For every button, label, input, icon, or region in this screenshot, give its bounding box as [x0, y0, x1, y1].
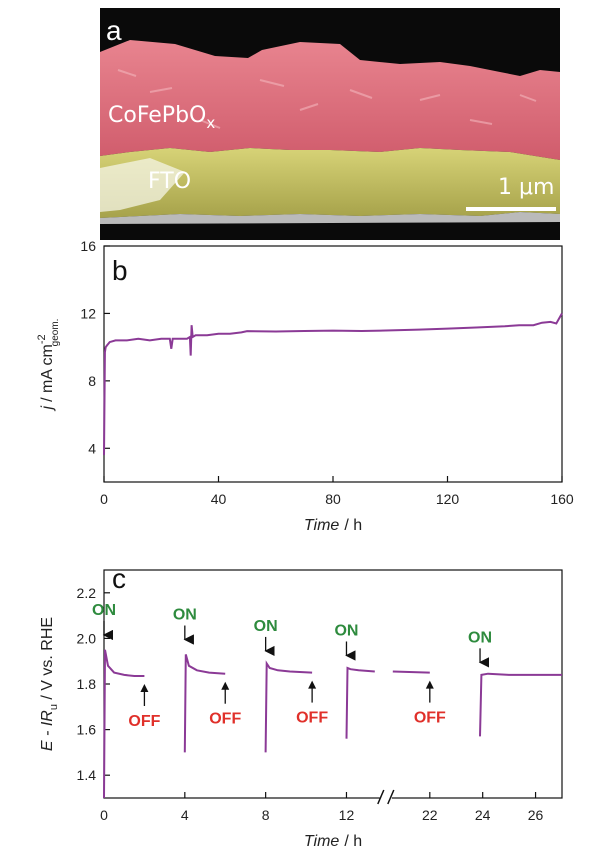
- panel-c-annotations: ON ON ON ON ON OFF OFF OFF OFF: [92, 602, 492, 730]
- panel-c-series-segment: [345, 666, 375, 739]
- panel-c-series-segment: [392, 670, 430, 674]
- on-label: ON: [173, 607, 197, 624]
- panel-c-x-tick-label: 12: [339, 807, 355, 823]
- on-label: ON: [468, 629, 492, 646]
- cofepbox-label: CoFePbOx: [108, 103, 215, 132]
- substrate-edge: [100, 212, 560, 224]
- panel-c-y-tick-label: 2.0: [77, 630, 97, 646]
- panel-c-series: [103, 649, 562, 799]
- fto-layer: [100, 148, 560, 218]
- panel-c-series-segment: [479, 672, 562, 737]
- off-label: OFF: [414, 710, 446, 727]
- panel-c-series-segment: [183, 654, 226, 753]
- on-label: ON: [92, 602, 116, 619]
- panel-b-y-tick-label: 8: [88, 373, 96, 389]
- sem-image: a CoFePbOx FTO 1 μm: [100, 8, 560, 240]
- panel-b-y-axis-title: j/ mA cm-2 geom.: [36, 319, 61, 412]
- off-arrow-head: [140, 684, 149, 692]
- panel-c-series-segment: [264, 660, 313, 753]
- cofepbox-layer: [100, 40, 560, 160]
- axis-break-mark: [377, 789, 395, 806]
- on-label: ON: [254, 618, 278, 635]
- panel-b-series-line: [103, 312, 563, 456]
- panel-b-letter: b: [112, 255, 128, 286]
- panel-c-chart: 0 4 8 12 22 24 26 1.4 1.6 1.8 2.0 2.2 ON ON ON ON ON OFF…: [39, 563, 563, 850]
- on-label: ON: [334, 622, 358, 639]
- panel-c-y-axis-title: E - IRu / V vs. RHE: [39, 617, 60, 751]
- panel-b-x-tick-label: 120: [436, 491, 460, 507]
- panel-c-series-segment: [103, 649, 145, 799]
- panel-b-frame: [103, 245, 563, 483]
- panel-c-y-tick-label: 2.2: [77, 585, 97, 601]
- panel-b-y-tick-label: 12: [80, 305, 96, 321]
- panel-c-x-axis-title: Time / h: [304, 833, 362, 850]
- panel-b-chart: 0 40 80 120 160 4 8 12 16 b Time / h j/ mA cm-2 ge…: [36, 238, 574, 534]
- panel-c-frame: [103, 569, 563, 799]
- panel-b-x-tick-label: 40: [211, 491, 227, 507]
- panel-c-ticks: 0 4 8 12 22 24 26 1.4 1.6 1.8 2.0 2.2: [77, 585, 544, 823]
- scale-bar-label: 1 μm: [498, 175, 554, 200]
- off-arrow-head: [308, 680, 317, 689]
- off-label: OFF: [296, 710, 328, 727]
- panel-a-letter: a: [106, 15, 122, 46]
- scale-bar: [466, 207, 556, 211]
- off-arrow-head: [425, 680, 434, 689]
- panel-b-x-tick-label: 160: [550, 491, 574, 507]
- off-label: OFF: [209, 711, 241, 728]
- panel-c-y-tick-label: 1.4: [77, 767, 97, 783]
- panel-c-x-tick-label: 8: [262, 807, 270, 823]
- panel-b-x-tick-label: 80: [325, 491, 341, 507]
- panel-c-x-tick-label: 0: [100, 807, 108, 823]
- panel-b-y-tick-label: 4: [88, 440, 96, 456]
- panel-c-x-tick-label: 4: [181, 807, 189, 823]
- panel-c-letter: c: [112, 563, 126, 594]
- panel-b-y-tick-label: 16: [80, 238, 96, 254]
- off-label: OFF: [128, 713, 160, 730]
- panel-c-y-tick-label: 1.8: [77, 676, 97, 692]
- panel-c-x-tick-label: 24: [475, 807, 491, 823]
- panel-c-y-tick-label: 1.6: [77, 722, 97, 738]
- fto-glare: [100, 158, 185, 212]
- cofepbox-texture: [117, 69, 537, 129]
- panel-c-x-tick-label: 22: [422, 807, 438, 823]
- off-arrow-head: [221, 681, 230, 690]
- panel-c-x-tick-label: 26: [528, 807, 544, 823]
- panel-b-x-tick-label: 0: [100, 491, 108, 507]
- panel-b-x-axis-title: Time / h: [304, 517, 362, 534]
- panel-b-ticks: 0 40 80 120 160 4 8 12 16: [80, 238, 573, 507]
- fto-label: FTO: [148, 169, 191, 194]
